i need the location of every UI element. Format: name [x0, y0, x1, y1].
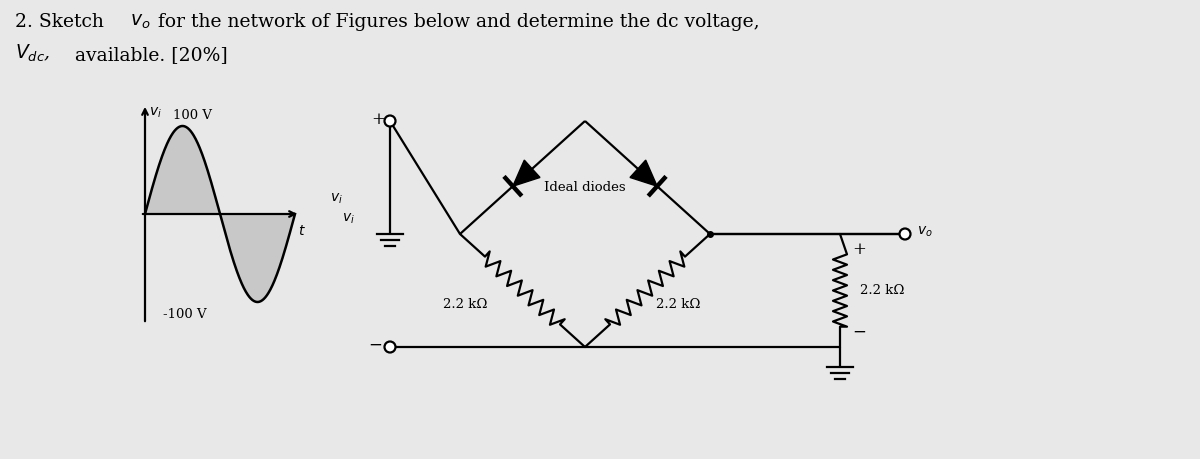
Text: -100 V: -100 V [163, 308, 206, 321]
Text: −: − [852, 324, 866, 341]
Text: 2. Sketch: 2. Sketch [14, 13, 110, 31]
Text: available. [20%]: available. [20%] [74, 46, 228, 64]
Polygon shape [512, 160, 540, 186]
Text: +: + [371, 111, 385, 128]
Text: $v_o$: $v_o$ [917, 225, 932, 239]
Text: $t$: $t$ [298, 224, 306, 238]
Text: 100 V: 100 V [173, 109, 212, 122]
Text: 2.2 kΩ: 2.2 kΩ [860, 284, 905, 297]
Text: 2.2 kΩ: 2.2 kΩ [443, 298, 487, 312]
Text: +: + [852, 241, 866, 257]
Text: Ideal diodes: Ideal diodes [544, 181, 626, 194]
Circle shape [384, 116, 396, 127]
Text: $V_{dc}$,: $V_{dc}$, [14, 43, 50, 64]
Text: for the network of Figures below and determine the dc voltage,: for the network of Figures below and det… [158, 13, 760, 31]
Polygon shape [630, 160, 658, 186]
Text: $v_o$: $v_o$ [130, 13, 150, 31]
Text: −: − [368, 336, 382, 353]
Circle shape [900, 229, 911, 240]
Text: $v_i$: $v_i$ [149, 106, 162, 120]
Text: 2.2 kΩ: 2.2 kΩ [655, 298, 700, 312]
Text: $v_i$: $v_i$ [330, 191, 343, 206]
Text: $v_i$: $v_i$ [342, 212, 355, 226]
Circle shape [384, 341, 396, 353]
